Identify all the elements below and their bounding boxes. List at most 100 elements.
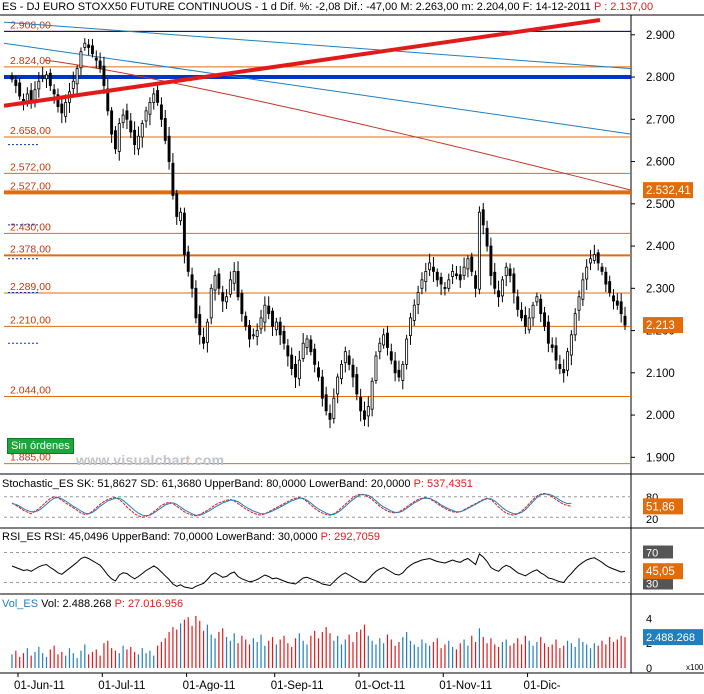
candle-body (64, 101, 68, 117)
candle-body (370, 380, 374, 410)
x-tick-label: 01-Jun-11 (14, 680, 65, 691)
candle-body (520, 309, 524, 319)
candle-body (592, 254, 596, 261)
volume-value-label: 2.488.268 (646, 632, 695, 644)
candle-body (255, 330, 259, 337)
x-tick-label: 01-Jul-11 (98, 680, 145, 691)
candle-body (443, 287, 447, 289)
candle-body (148, 101, 152, 115)
candle-body (569, 334, 573, 356)
candle-body (79, 51, 83, 69)
candle-body (133, 129, 137, 146)
candle-body (386, 332, 389, 348)
candle-body (558, 363, 562, 369)
moving-average-line (43, 59, 632, 191)
candle-body (328, 412, 332, 420)
candle-body (45, 74, 48, 80)
stochastic-tick-label: 20 (646, 514, 658, 526)
level-label: 2.908,00 (10, 19, 51, 31)
candle-body (317, 367, 320, 378)
candle-body (98, 60, 102, 69)
candle-body (29, 90, 33, 101)
candle-body (554, 345, 558, 361)
candle-body (263, 304, 267, 323)
candle-body (113, 130, 117, 150)
candle-body (301, 342, 305, 359)
candle-body (347, 355, 351, 365)
candle-body (412, 304, 416, 321)
candle-body (228, 279, 232, 295)
candle-body (447, 279, 451, 289)
x-tick-label: 01-Sep-11 (271, 680, 324, 691)
candle-body (619, 301, 623, 315)
candle-body (83, 42, 87, 48)
candle-body (550, 344, 554, 348)
channel-line-lower (3, 42, 632, 135)
candle-body (56, 94, 60, 108)
candle-body (615, 300, 619, 306)
candle-body (336, 376, 340, 395)
candle-body (332, 397, 336, 419)
rsi-title: RSI_ES (2, 531, 42, 543)
candle-body (71, 80, 75, 89)
candle-body (504, 266, 508, 277)
candle-body (37, 80, 41, 90)
candle-body (156, 90, 160, 103)
candle-body (240, 292, 244, 315)
candle-body (198, 314, 202, 336)
candle-body (454, 273, 458, 277)
level-label: 2.210,00 (10, 314, 51, 326)
candle-body (500, 279, 504, 297)
level-label: 1.885,00 (10, 452, 51, 464)
candle-body (271, 310, 274, 327)
candle-body (248, 325, 251, 340)
candle-body (508, 268, 512, 277)
candle-body (14, 79, 18, 86)
candle-body (600, 266, 604, 272)
candle-body (87, 44, 91, 48)
volume-price: P: 27.016.956 (114, 598, 184, 610)
candle-body (596, 252, 600, 264)
rsi-tick-label: 70 (646, 548, 658, 560)
candle-body (477, 211, 481, 290)
y-tick-label: 2.300 (646, 283, 675, 295)
candle-body (359, 396, 363, 412)
volume-scale-label: x100 (686, 663, 704, 672)
candle-body (41, 76, 45, 79)
candle-body (355, 374, 359, 395)
candle-body (186, 251, 190, 272)
orders-button[interactable]: Sin órdenes (7, 438, 74, 454)
candle-body (190, 274, 194, 289)
price-stats: Dif. %: -2,08 Dif.: -47,00 M: 2.263,00 m… (279, 1, 591, 13)
candle-body (202, 336, 206, 344)
volume-value-tag (643, 629, 703, 646)
candle-body (589, 258, 592, 264)
candle-body (523, 314, 527, 327)
candle-body (290, 354, 294, 369)
y-tick-label: 2.500 (646, 199, 675, 211)
volume-tick-label: 0 (646, 663, 652, 675)
candle-body (48, 72, 52, 86)
level-label: 2.044,00 (10, 384, 51, 396)
candle-body (163, 118, 167, 141)
candle-body (209, 287, 213, 319)
candle-body (363, 410, 366, 420)
candle-body (474, 275, 478, 289)
candle-body (18, 82, 22, 97)
candle-body (60, 103, 64, 114)
stochastic-value-label: 51,86 (646, 501, 675, 513)
candle-body (531, 304, 535, 319)
stochastic-line-sk (11, 492, 572, 518)
level-label: 2.378,00 (10, 243, 51, 255)
candle-body (466, 258, 470, 270)
candle-body (543, 312, 546, 327)
watermark: www.visualchart.com (76, 452, 225, 468)
red-trendline (3, 18, 601, 108)
candle-body (52, 89, 56, 95)
candle-body (340, 363, 343, 380)
candle-body (320, 376, 324, 399)
candle-body (489, 245, 493, 277)
candle-body (458, 274, 462, 281)
candle-body (604, 271, 608, 285)
